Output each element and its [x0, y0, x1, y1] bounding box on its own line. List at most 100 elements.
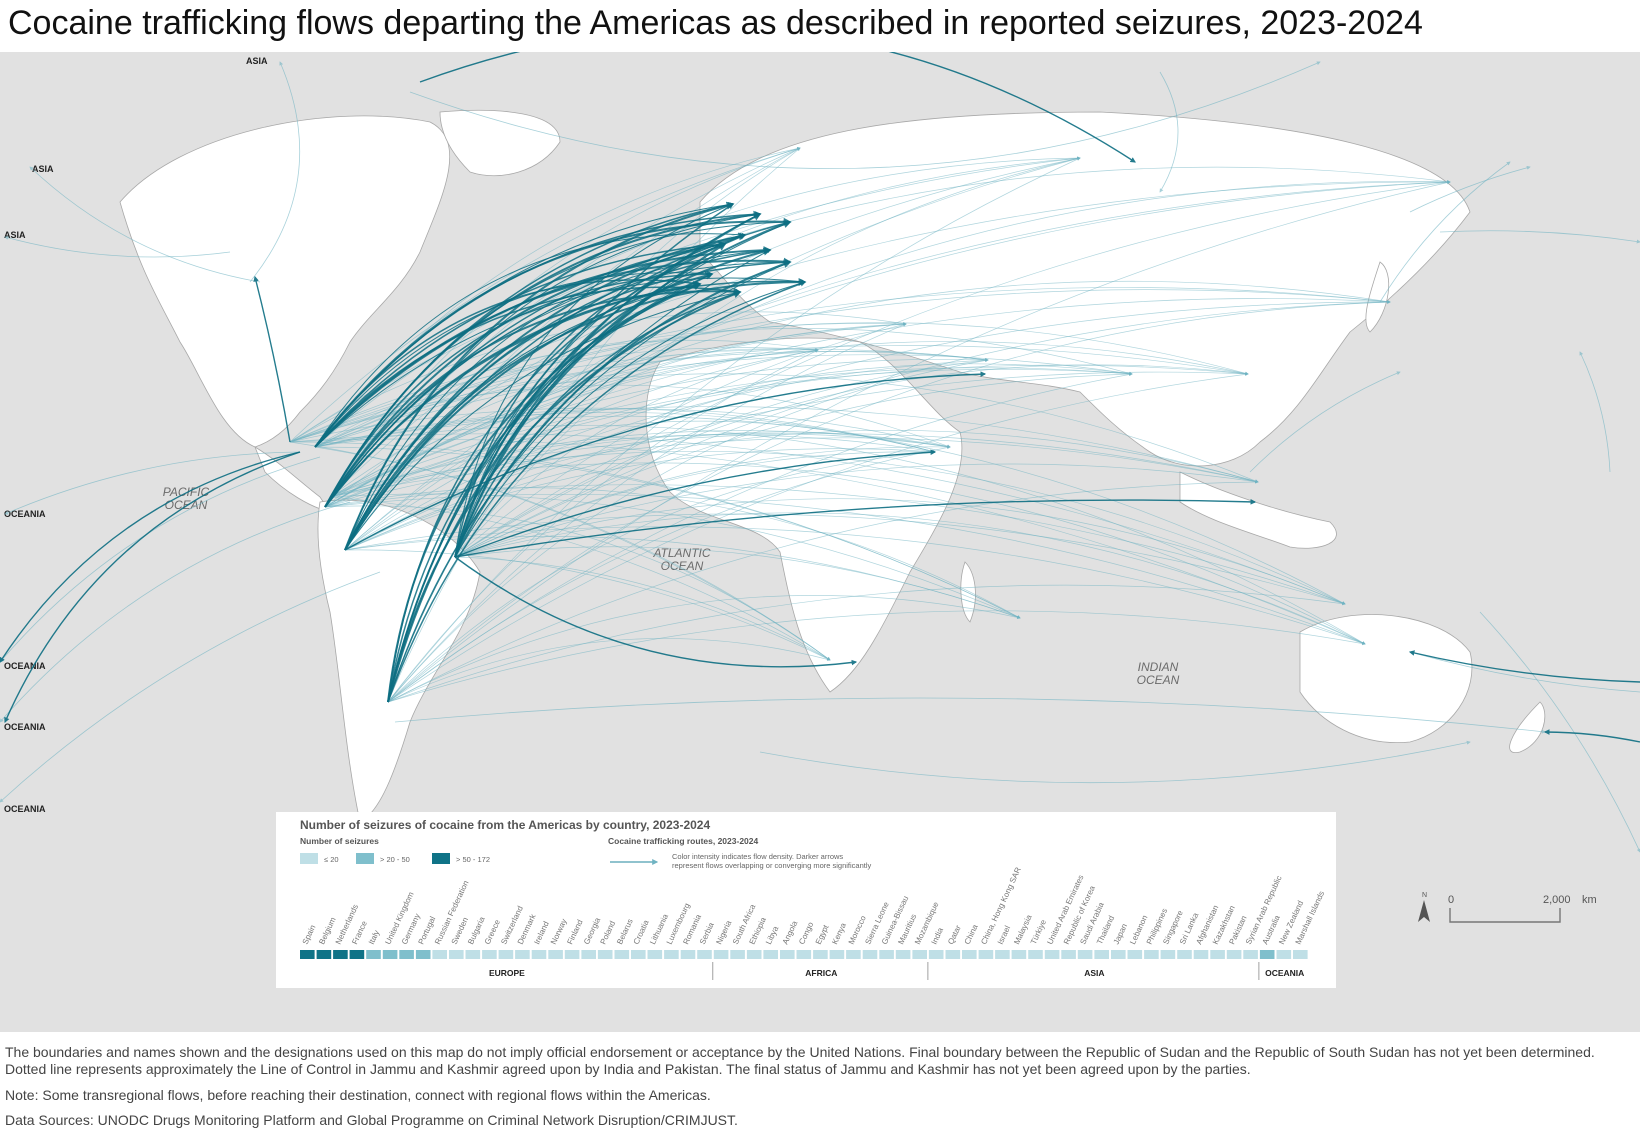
- region-label: OCEANIA: [1265, 968, 1304, 978]
- country-cell: [498, 950, 514, 959]
- flow-route-edge-113: [4, 235, 231, 258]
- flow-route-dark-56: [344, 371, 987, 551]
- flow-route-light-82: [289, 348, 989, 443]
- edge-label-oceania-4: OCEANIA: [4, 804, 46, 814]
- flow-route-light-27: [324, 487, 1021, 619]
- flow-route-dark-64: [253, 275, 291, 443]
- flow-route-edge-112: [29, 166, 261, 283]
- flow-route-light-17: [324, 368, 1133, 508]
- country-cell: [713, 950, 729, 959]
- edge-label-oceania-1: OCEANIA: [4, 509, 46, 519]
- country-cell: [664, 950, 679, 959]
- country-cell: [796, 950, 812, 959]
- flow-route-edge-129: [1249, 371, 1401, 473]
- flow-route-dark-28: [344, 271, 714, 551]
- region-row: EUROPE AFRICA ASIA OCEANIA: [489, 962, 1304, 980]
- country-cell: [813, 950, 828, 959]
- flow-route-edge-124: [1409, 650, 1640, 693]
- scale-zero: 0: [1448, 894, 1454, 906]
- flow-route-dark-32: [344, 290, 741, 551]
- flow-route-dark-46: [387, 221, 791, 703]
- note-text: Note: Some transregional flows, before r…: [5, 1087, 711, 1103]
- land-southeast-asia: [1179, 471, 1337, 549]
- flow-route-light-30: [324, 280, 1391, 508]
- flow-route-edge-121: [1409, 165, 1531, 213]
- flow-route-light-48: [454, 156, 1081, 558]
- country-cell: [1293, 950, 1308, 959]
- country-cell: [631, 950, 646, 959]
- north-arrow-icon: [1418, 900, 1430, 922]
- flow-route-light-108: [329, 147, 801, 498]
- flow-route-light-50: [454, 358, 989, 558]
- country-cell: [928, 950, 944, 959]
- flow-route-edge-127: [394, 697, 1546, 734]
- flow-route-light-6: [314, 424, 1366, 645]
- country-cell: [647, 950, 663, 959]
- legend-swatch-mid: [356, 853, 374, 864]
- flow-route-dark-58: [454, 556, 858, 668]
- legend-swatch-high: [432, 853, 450, 864]
- flow-route-light-100: [329, 430, 951, 498]
- legend-routes-text-1: Color intensity indicates flow density. …: [672, 852, 843, 861]
- flow-route-light-107: [329, 493, 1021, 619]
- edge-labels: ASIA ASIA ASIA OCEANIA OCEANIA OCEANIA O…: [4, 56, 268, 814]
- scale-bar: N 0 2,000 km: [1418, 892, 1597, 923]
- flow-route-light-77: [387, 180, 1451, 703]
- edge-label-asia-2: ASIA: [32, 164, 54, 174]
- country-cell: [1210, 950, 1225, 959]
- legend-label-mid: > 20 - 50: [380, 855, 410, 864]
- flow-route-light-47: [344, 513, 1346, 605]
- flow-route-light-109: [329, 180, 1451, 498]
- flow-route-light-70: [387, 610, 1366, 703]
- flow-route-edge-116: [0, 501, 351, 723]
- flow-route-light-56: [454, 450, 936, 558]
- country-cell: [1243, 950, 1258, 959]
- flow-route-light-75: [387, 595, 1021, 703]
- flow-route-light-66: [387, 358, 989, 703]
- world-flow-map: PACIFIC OCEAN ATLANTIC OCEAN INDIAN OCEAN A…: [0, 52, 1640, 1032]
- country-cell: [1259, 950, 1275, 959]
- country-cell: [564, 950, 580, 959]
- country-cell: [1044, 950, 1060, 959]
- country-cell: [366, 950, 381, 959]
- flow-route-light-72: [387, 450, 936, 703]
- country-cell: [548, 950, 563, 959]
- country-cell: [614, 950, 630, 959]
- flow-route-dark-61: [1408, 650, 1640, 683]
- country-cell: [746, 950, 762, 959]
- flow-route-light-59: [454, 546, 1021, 619]
- flow-route-edge-122: [1439, 230, 1640, 244]
- flow-route-light-7: [314, 406, 1259, 483]
- legend-routes-heading: Cocaine trafficking routes, 2023-2024: [608, 836, 759, 846]
- country-cell: [1127, 950, 1143, 959]
- flow-route-dark-43: [454, 290, 742, 558]
- flow-route-edge-125: [1479, 611, 1640, 853]
- flow-route-light-20: [324, 433, 951, 508]
- flow-route-light-89: [289, 347, 819, 443]
- flow-route-edge-120: [1159, 71, 1179, 193]
- flow-route-light-94: [289, 287, 1391, 443]
- flow-route-light-29: [324, 180, 1451, 508]
- legend-panel: Number of seizures of cocaine from the A…: [276, 812, 1336, 988]
- flow-route-light-40: [344, 448, 936, 551]
- flow-route-dark-23: [344, 212, 761, 551]
- indian-ocean-label: INDIAN OCEAN: [1137, 660, 1180, 687]
- region-label: EUROPE: [489, 968, 525, 978]
- flow-route-light-84: [289, 384, 951, 448]
- flow-route-dark-52: [387, 249, 771, 703]
- country-cell: [1226, 950, 1242, 959]
- flow-route-light-58: [454, 322, 907, 558]
- legend-seizures-heading: Number of seizures: [300, 836, 379, 846]
- region-label: ASIA: [1084, 968, 1104, 978]
- flow-route-edge-123: [1379, 161, 1511, 303]
- north-label: N: [1422, 892, 1427, 899]
- country-cell: [895, 950, 911, 959]
- land-japan: [1365, 261, 1390, 333]
- flow-route-light-68: [387, 445, 951, 703]
- land-new-zealand: [1509, 701, 1546, 754]
- country-cell: [465, 950, 481, 959]
- flow-route-dark-60: [4, 451, 301, 724]
- country-cell: [531, 950, 547, 959]
- country-cell: [1011, 950, 1027, 959]
- flow-route-edge-118: [249, 61, 301, 283]
